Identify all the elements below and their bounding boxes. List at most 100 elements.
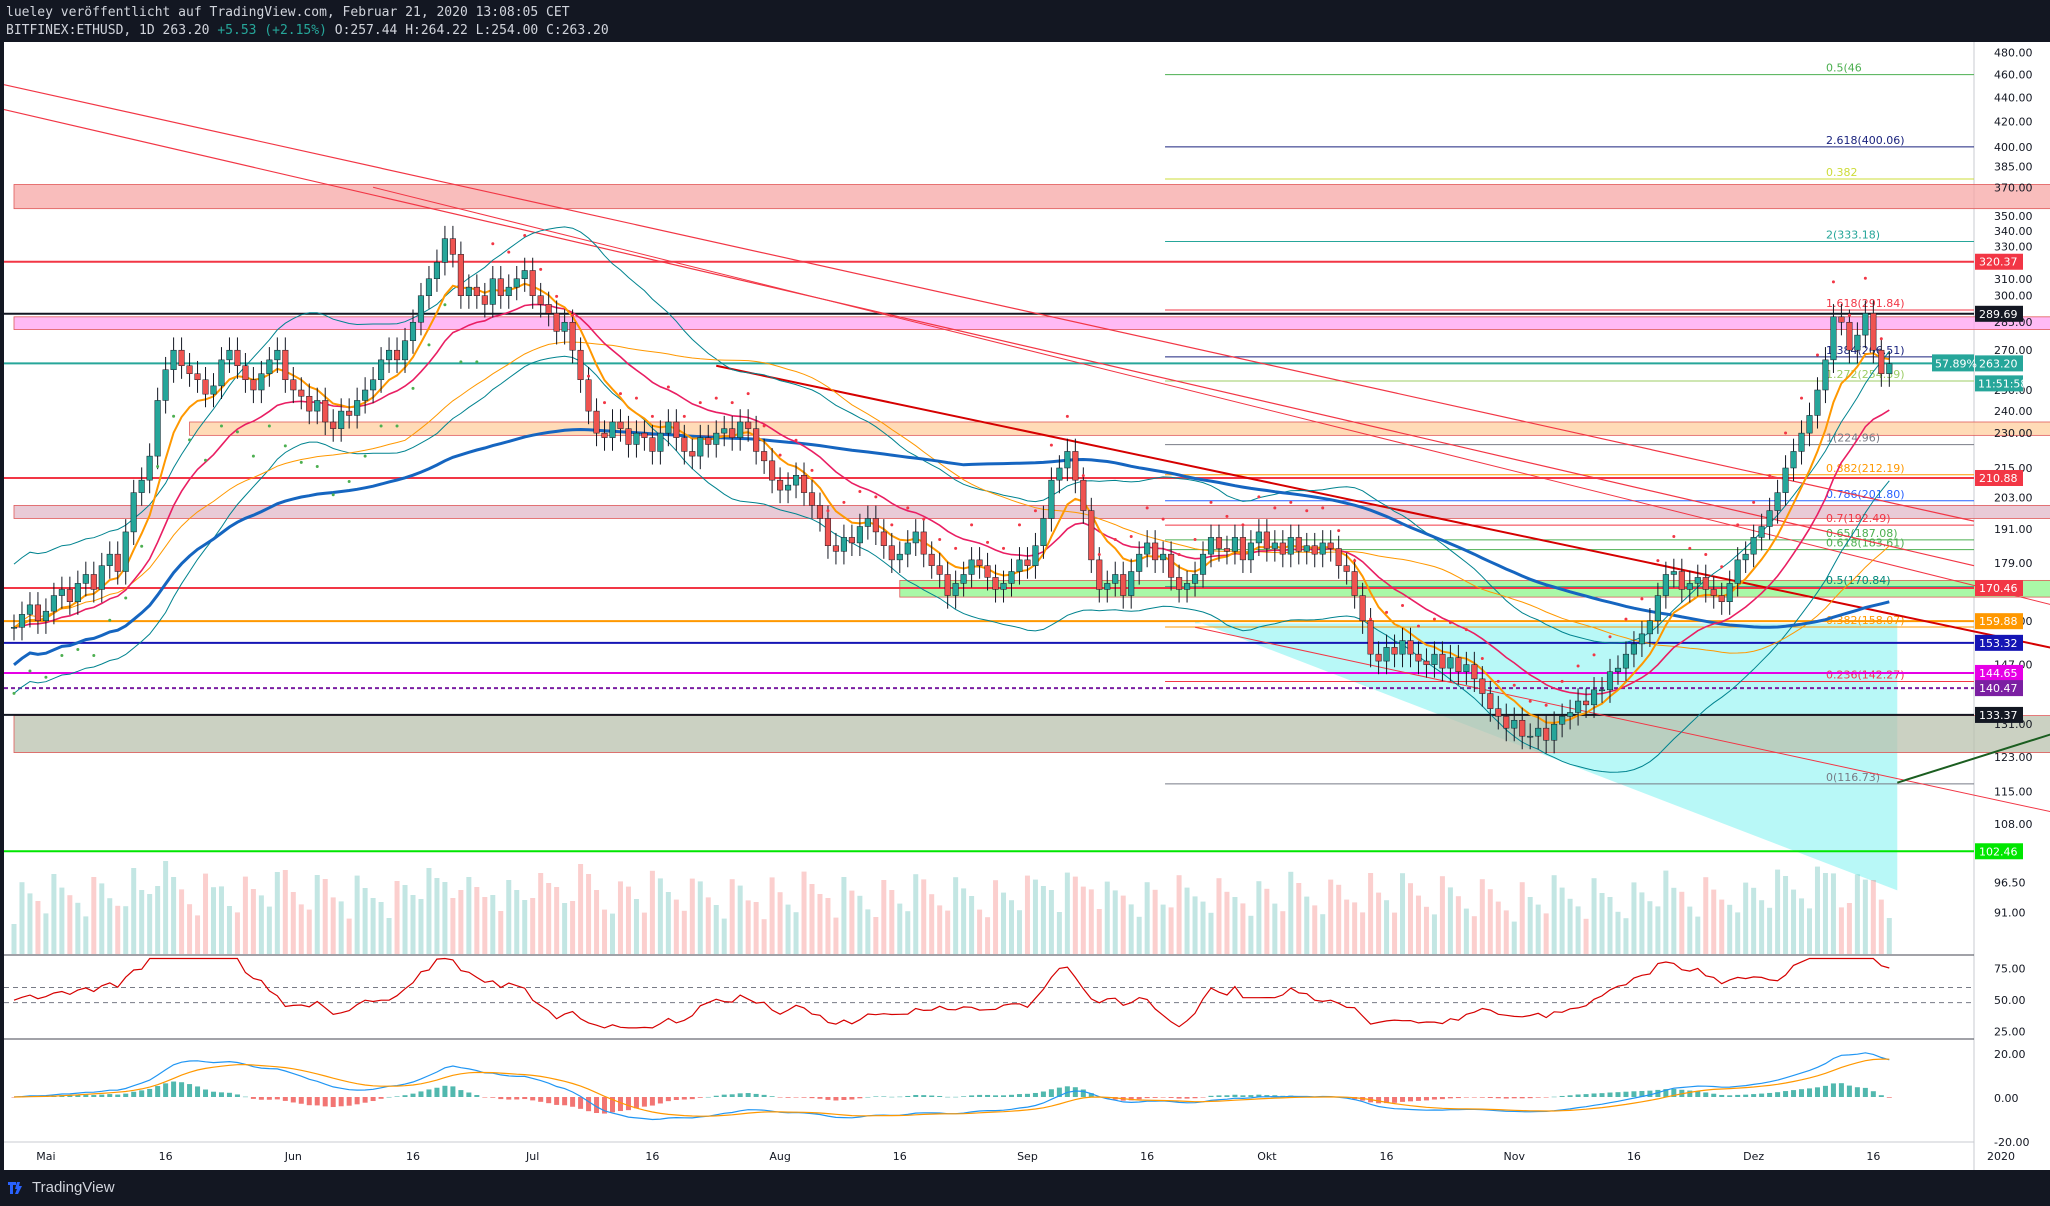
macd-histogram-bar (139, 1090, 145, 1097)
volume-bar (1846, 903, 1852, 954)
tradingview-brand[interactable]: TradingView (32, 1179, 115, 1196)
macd-histogram-bar (67, 1095, 73, 1097)
sar-dot (395, 424, 399, 428)
candle (944, 561, 951, 609)
candle-body (864, 518, 871, 527)
candle-body (816, 505, 824, 519)
volume-bar (1216, 878, 1222, 954)
candle-body (386, 349, 393, 361)
volume-bar (578, 864, 584, 954)
candle (856, 513, 863, 557)
time-tick-label: Dez (1743, 1150, 1764, 1163)
candle (792, 462, 800, 499)
candle (1423, 648, 1430, 678)
time-tick-label: Aug (769, 1150, 790, 1163)
candle (362, 377, 369, 414)
candle (234, 337, 241, 379)
candle-body (1622, 653, 1630, 669)
candle-body (401, 340, 409, 361)
volume-bar (27, 893, 33, 954)
candle-body (1088, 510, 1095, 561)
sar-dot (60, 654, 64, 658)
sar-dot (172, 414, 176, 418)
chart-canvas[interactable]: 0.5(462.618(400.06)0.3822(333.18)1.618(2… (4, 42, 2050, 1170)
sar-dot (1736, 523, 1740, 527)
candle (1806, 402, 1813, 447)
volume-bar (211, 887, 216, 954)
candle-body (800, 475, 808, 493)
volume-bar (993, 880, 999, 954)
candle-body (928, 553, 935, 566)
volume-bar (514, 890, 520, 954)
candle-body (1168, 553, 1175, 578)
candle (1415, 641, 1422, 675)
macd-histogram-bar (793, 1097, 799, 1098)
sar-dot (1369, 617, 1373, 621)
sar-dot (379, 424, 383, 428)
macd-histogram-bar (641, 1097, 647, 1107)
sar-dot (267, 424, 271, 428)
macd-histogram-bar (346, 1097, 352, 1106)
candle-body (569, 321, 576, 351)
candle-body (1742, 553, 1749, 561)
macd-histogram-bar (985, 1094, 991, 1097)
macd-histogram-bar (234, 1094, 240, 1097)
candle-body (625, 428, 632, 445)
candle (1455, 644, 1462, 685)
volume-bar (314, 875, 320, 954)
volume-bar (1408, 883, 1413, 954)
candle (1527, 723, 1534, 750)
price-badge (1975, 843, 2023, 860)
macd-histogram-bar (1232, 1094, 1238, 1097)
candle-body (1710, 589, 1717, 596)
macd-histogram-bar (1439, 1097, 1445, 1100)
volume-bar (625, 886, 631, 954)
macd-histogram-bar (1878, 1095, 1884, 1097)
candle-body (266, 359, 273, 374)
volume-bar (35, 901, 41, 954)
macd-histogram-bar (1072, 1087, 1078, 1097)
macd-histogram-bar (825, 1097, 831, 1100)
macd-histogram-bar (1136, 1097, 1142, 1100)
candle (537, 282, 544, 318)
ohlc-values: O:257.44 H:264.22 L:254.00 C:263.20 (334, 23, 609, 38)
volume-bar (745, 900, 751, 954)
macd-histogram-bar (801, 1097, 807, 1098)
macd-histogram-bar (1511, 1097, 1517, 1099)
sar-dot (1672, 535, 1676, 539)
volume-bar (873, 917, 879, 954)
volume-bar (354, 875, 360, 954)
candle (737, 409, 744, 451)
candle-body (785, 484, 792, 491)
volume-bar (833, 917, 839, 954)
price-axis-background (1974, 42, 2050, 1170)
candle-body (673, 421, 680, 438)
candle (386, 337, 393, 373)
macd-histogram-bar (107, 1094, 113, 1097)
macd-histogram-bar (1775, 1092, 1781, 1097)
candle-body (1279, 542, 1286, 555)
candle (1535, 715, 1542, 750)
volume-bar (673, 899, 679, 954)
macd-histogram-bar (1447, 1097, 1453, 1099)
volume-bar (921, 879, 927, 954)
candle-body (649, 437, 656, 452)
candle (1638, 621, 1645, 658)
macd-histogram-bar (1479, 1097, 1485, 1098)
candle-body (1686, 583, 1693, 590)
volume-bar (418, 899, 424, 954)
volume-bar (522, 900, 528, 954)
candle (1152, 530, 1159, 573)
candle-body (1678, 571, 1685, 590)
candle-body (1846, 321, 1853, 351)
macd-histogram-bar (1048, 1089, 1054, 1097)
volume-bar (11, 924, 17, 954)
volume-bar (1384, 900, 1390, 954)
candle-body (1136, 553, 1143, 572)
candle (1758, 513, 1765, 551)
sar-dot (794, 438, 798, 442)
volume-bar (1001, 892, 1007, 954)
macd-histogram-bar (1575, 1094, 1581, 1097)
candle (441, 225, 448, 276)
volume-bar (1064, 872, 1070, 954)
